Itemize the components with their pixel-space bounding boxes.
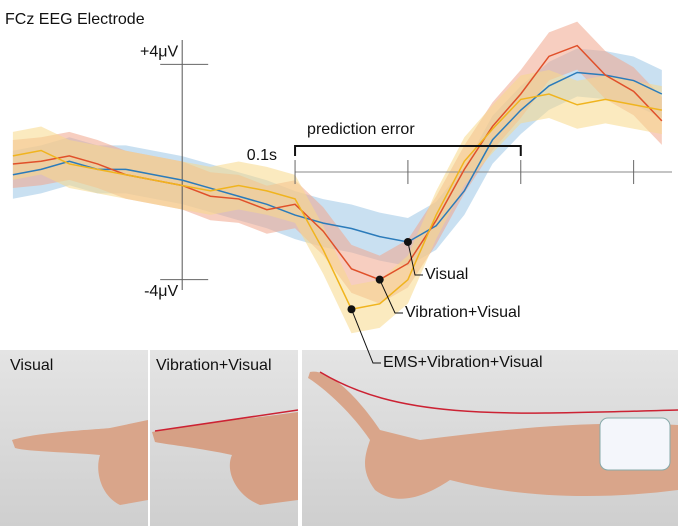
callout-line	[351, 309, 381, 364]
photo-label: Vibration+Visual	[156, 357, 272, 374]
photos: Visual Vibration+Visual	[0, 350, 678, 526]
wire	[319, 371, 678, 414]
callout-line	[407, 241, 423, 276]
series-line	[12, 93, 662, 311]
y-tick-label: -4μV	[144, 283, 178, 300]
confidence-band	[12, 70, 662, 334]
hand	[308, 371, 678, 499]
scale-label: 0.1s	[247, 147, 277, 164]
chart-title: FCz EEG Electrode	[5, 11, 145, 28]
callout-label: EMS+Vibration+Visual	[383, 354, 543, 371]
photo-label: Visual	[10, 357, 53, 374]
ems-pad	[599, 417, 671, 471]
y-tick-label: +4μV	[140, 44, 178, 61]
wire	[154, 409, 299, 432]
bracket-label: prediction error	[307, 121, 415, 138]
hand	[152, 412, 298, 505]
series-line	[12, 71, 663, 243]
plot: FCz EEG Electrode +4μV -4μV 0.1s prediction…	[5, 11, 672, 371]
bracket	[294, 145, 522, 156]
callout-label: Vibration+Visual	[405, 304, 521, 321]
callout-label: Visual	[425, 266, 468, 283]
series-line	[12, 44, 663, 281]
hand	[12, 420, 148, 505]
callout-line	[379, 279, 403, 314]
